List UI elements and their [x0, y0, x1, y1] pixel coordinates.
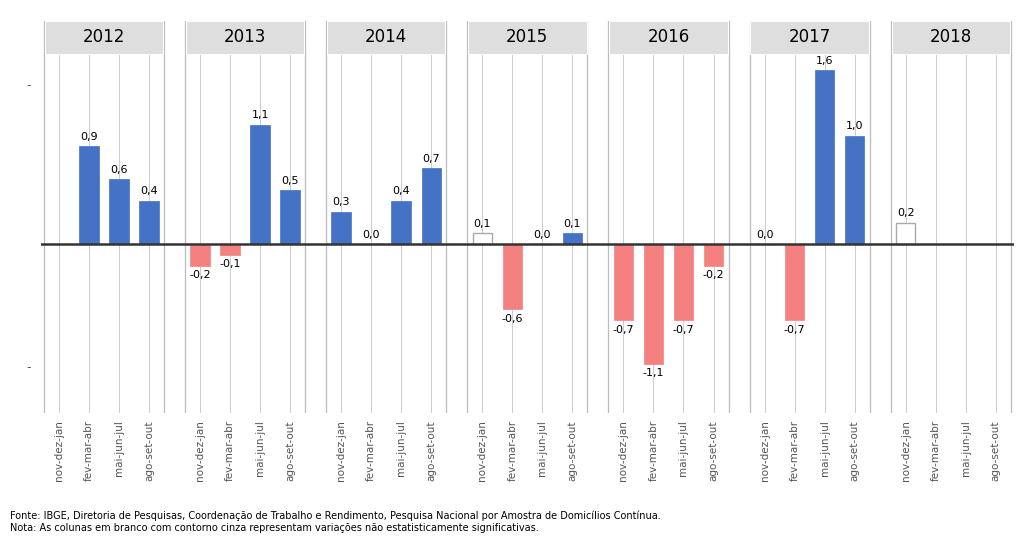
Text: 0,0: 0,0	[362, 230, 380, 240]
Text: -0,7: -0,7	[612, 325, 634, 334]
Text: -0,6: -0,6	[502, 314, 523, 324]
Text: 0,9: 0,9	[80, 132, 98, 142]
Text: -0,7: -0,7	[673, 325, 694, 334]
Bar	[613, 244, 633, 321]
Bar	[45, 21, 163, 54]
Text: 0,7: 0,7	[423, 154, 440, 164]
Bar	[609, 21, 728, 54]
Text: 2018: 2018	[930, 28, 972, 47]
Bar	[110, 179, 129, 244]
Text: 0,6: 0,6	[111, 165, 128, 175]
Bar	[815, 70, 835, 244]
Bar	[139, 201, 159, 244]
Bar	[562, 233, 583, 244]
Text: Fonte: IBGE, Diretoria de Pesquisas, Coordenação de Trabalho e Rendimento, Pesqu: Fonte: IBGE, Diretoria de Pesquisas, Coo…	[10, 510, 660, 521]
Bar	[845, 136, 864, 244]
Bar	[892, 21, 1010, 54]
Bar	[327, 21, 445, 54]
Bar	[503, 244, 522, 309]
Bar	[644, 244, 664, 364]
Text: -0,2: -0,2	[189, 270, 211, 280]
Text: Nota: As colunas em branco com contorno cinza representam variações não estatist: Nota: As colunas em branco com contorno …	[10, 523, 539, 533]
Text: -0,7: -0,7	[783, 325, 806, 334]
Text: 0,4: 0,4	[392, 187, 410, 196]
Text: -1,1: -1,1	[643, 368, 665, 378]
Text: 1,6: 1,6	[816, 56, 834, 66]
Bar	[391, 201, 411, 244]
Bar	[190, 244, 210, 266]
Bar	[79, 146, 98, 244]
Bar	[674, 244, 693, 321]
Text: 1,1: 1,1	[251, 110, 269, 121]
Bar	[332, 212, 351, 244]
Bar	[896, 222, 915, 244]
Bar	[703, 244, 723, 266]
Bar	[186, 21, 304, 54]
Text: 0,5: 0,5	[282, 176, 299, 185]
Text: 0,1: 0,1	[473, 219, 492, 229]
Bar	[422, 168, 441, 244]
Text: 0,2: 0,2	[897, 208, 914, 218]
Text: 2014: 2014	[366, 28, 408, 47]
Bar	[220, 244, 240, 255]
Bar	[468, 21, 587, 54]
Text: 0,0: 0,0	[534, 230, 551, 240]
Text: -0,1: -0,1	[219, 259, 241, 270]
Bar	[251, 125, 270, 244]
Text: -0,2: -0,2	[702, 270, 724, 280]
Text: 0,3: 0,3	[333, 197, 350, 207]
Text: 0,0: 0,0	[756, 230, 773, 240]
Text: 1,0: 1,0	[846, 121, 863, 131]
Bar	[281, 190, 300, 244]
Text: 2017: 2017	[788, 28, 830, 47]
Bar	[784, 244, 804, 321]
Text: 2015: 2015	[506, 28, 549, 47]
Text: 0,1: 0,1	[563, 219, 582, 229]
Text: 2013: 2013	[224, 28, 266, 47]
Bar	[472, 233, 493, 244]
Text: 0,4: 0,4	[140, 187, 158, 196]
Text: 2012: 2012	[83, 28, 125, 47]
Bar	[751, 21, 868, 54]
Text: 2016: 2016	[647, 28, 689, 47]
